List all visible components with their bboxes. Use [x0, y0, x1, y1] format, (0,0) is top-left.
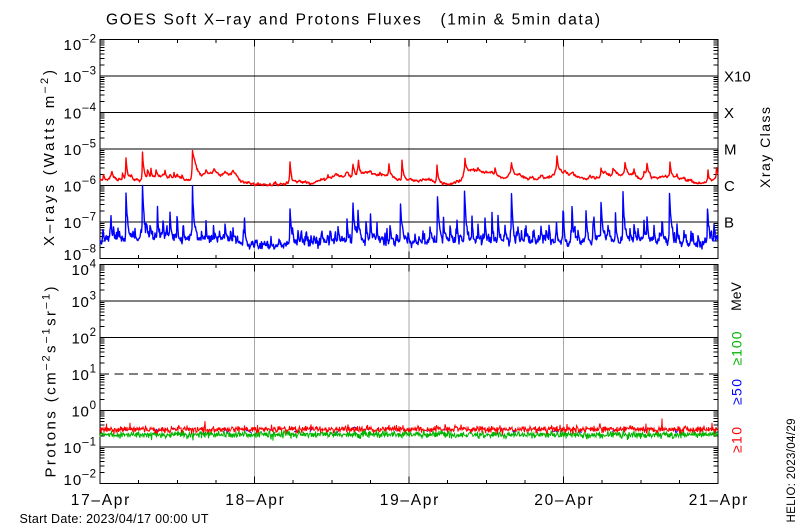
svg-text:18–Apr: 18–Apr: [225, 492, 284, 509]
svg-text:X10: X10: [724, 68, 751, 85]
svg-text:B: B: [724, 214, 734, 231]
svg-text:17–Apr: 17–Apr: [71, 492, 130, 509]
svg-text:19–Apr: 19–Apr: [380, 492, 439, 509]
svg-text:10–2: 10–2: [64, 469, 97, 490]
svg-text:≥100: ≥100: [729, 331, 745, 365]
svg-text:HELIO: 2023/04/29: HELIO: 2023/04/29: [786, 419, 798, 523]
svg-text:102: 102: [72, 327, 97, 348]
svg-text:20–Apr: 20–Apr: [534, 492, 593, 509]
svg-text:≥10: ≥10: [729, 427, 745, 453]
svg-text:10–1: 10–1: [64, 437, 97, 458]
svg-text:10–8: 10–8: [64, 244, 97, 265]
svg-text:104: 104: [72, 259, 97, 280]
svg-text:103: 103: [72, 291, 97, 312]
svg-text:Xray Class: Xray Class: [757, 107, 773, 188]
svg-text:10–2: 10–2: [64, 34, 97, 55]
svg-text:X–rays (Watts m–2): X–rays (Watts m–2): [39, 70, 58, 246]
svg-text:Start Date: 2023/04/17 00:00 U: Start Date: 2023/04/17 00:00 UT: [20, 512, 209, 526]
svg-text:10–3: 10–3: [64, 66, 97, 87]
svg-text:10–4: 10–4: [64, 102, 97, 123]
svg-text:101: 101: [72, 364, 97, 385]
svg-text:C: C: [724, 178, 735, 195]
svg-text:10–5: 10–5: [64, 139, 97, 160]
svg-text:100: 100: [72, 400, 97, 421]
svg-text:MeV: MeV: [728, 281, 744, 310]
svg-text:X: X: [724, 105, 734, 122]
svg-text:GOES Soft X–ray and Protons Fl: GOES Soft X–ray and Protons Fluxes (1min…: [106, 12, 600, 29]
svg-text:10–7: 10–7: [64, 212, 97, 233]
svg-text:≥50: ≥50: [729, 379, 745, 405]
svg-text:M: M: [724, 141, 737, 158]
svg-text:21–Apr: 21–Apr: [689, 492, 748, 509]
svg-text:10–6: 10–6: [64, 175, 97, 196]
